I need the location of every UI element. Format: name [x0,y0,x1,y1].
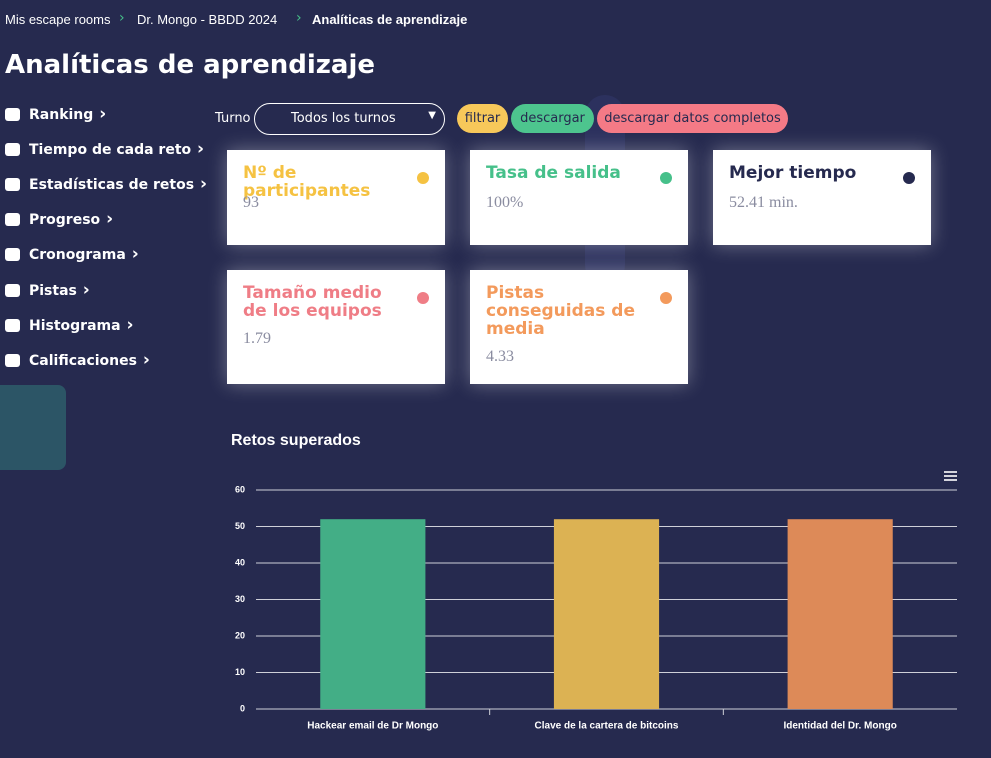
card-icon [660,172,672,184]
sidebar-item[interactable]: Progreso [29,209,113,229]
card-value: 100% [486,194,524,211]
card-value: 52.41 min. [729,194,798,211]
bar [320,519,426,709]
page-title: Analíticas de aprendizaje [5,50,375,80]
y-tick-label: 40 [235,557,245,567]
sidebar-icon [5,213,20,227]
y-tick-label: 50 [235,521,245,531]
sidebar-item[interactable]: Estadísticas de retos [29,174,207,194]
card-icon [417,292,429,304]
filter-button[interactable]: filtrar [457,104,508,133]
download-all-button[interactable]: descargar datos completos [597,104,788,133]
card-title: Mejor tiempo [729,163,857,183]
chart-menu[interactable] [944,471,957,481]
stat-card: Pistas conseguidas de media 4.33 [470,270,688,384]
card-icon [903,172,915,184]
sidebar-item[interactable]: Histograma [29,315,134,335]
card-value: 1.79 [243,330,271,347]
y-tick-label: 60 [235,484,245,494]
breadcrumb-link[interactable]: Dr. Mongo - BBDD 2024 [137,12,278,27]
sidebar-icon [5,178,20,192]
sidebar-icon [5,248,20,262]
bar [787,519,893,709]
stat-card: Tasa de salida 100% [470,150,688,245]
card-icon [660,292,672,304]
sidebar-icon [5,108,20,121]
download-button[interactable]: descargar [511,104,594,133]
stat-card: Nº de participantes 93 [227,150,445,245]
sidebar-item[interactable]: Pistas [29,280,90,300]
x-tick-label: Identidad del Dr. Mongo [783,721,896,732]
card-title: Tamaño medio de los equipos [243,283,382,321]
chart: Retos superados 0 10 20 30 40 50 60 Hackear ema… [231,432,957,732]
card-title: Tasa de salida [486,163,621,183]
card-icon [417,172,429,184]
sidebar-item[interactable]: Tiempo de cada reto [29,139,204,159]
breadcrumb-current: Analíticas de aprendizaje [312,12,468,27]
select-arrow: ▼ [428,110,436,121]
sidebar-icon [5,353,20,367]
card-title: Pistas conseguidas de media [486,283,635,339]
filter-label: Turno [215,111,251,126]
stat-card: Mejor tiempo 52.41 min. [713,150,931,245]
card-value: 93 [243,194,259,211]
sidebar-icon [5,318,20,332]
y-tick-label: 10 [235,667,245,677]
y-tick-label: 30 [235,594,245,604]
sidebar-item[interactable]: Ranking [29,104,106,124]
chart-title: Retos superados [231,432,361,449]
turn-select[interactable]: Todos los turnos ▼ [254,103,445,135]
bar [553,519,660,709]
card-value: 4.33 [486,348,514,365]
card-title: Nº de participantes [243,163,371,201]
decoration [0,385,66,470]
x-tick-label: Hackear email de Dr Mongo [307,721,438,732]
breadcrumb-separator: › [296,10,302,26]
sidebar-item[interactable]: Calificaciones [29,350,150,370]
sidebar-icon [5,283,20,297]
sidebar-item[interactable]: Cronograma [29,244,139,264]
breadcrumb-link[interactable]: Mis escape rooms [5,12,111,27]
stat-card: Tamaño medio de los equipos 1.79 [227,270,445,384]
sidebar-icon [5,143,20,157]
breadcrumb-separator: › [119,10,125,26]
select-value: Todos los turnos [291,111,396,126]
x-tick-label: Clave de la cartera de bitcoins [535,721,679,732]
y-tick-label: 20 [235,630,245,640]
y-tick-label: 0 [240,703,245,713]
